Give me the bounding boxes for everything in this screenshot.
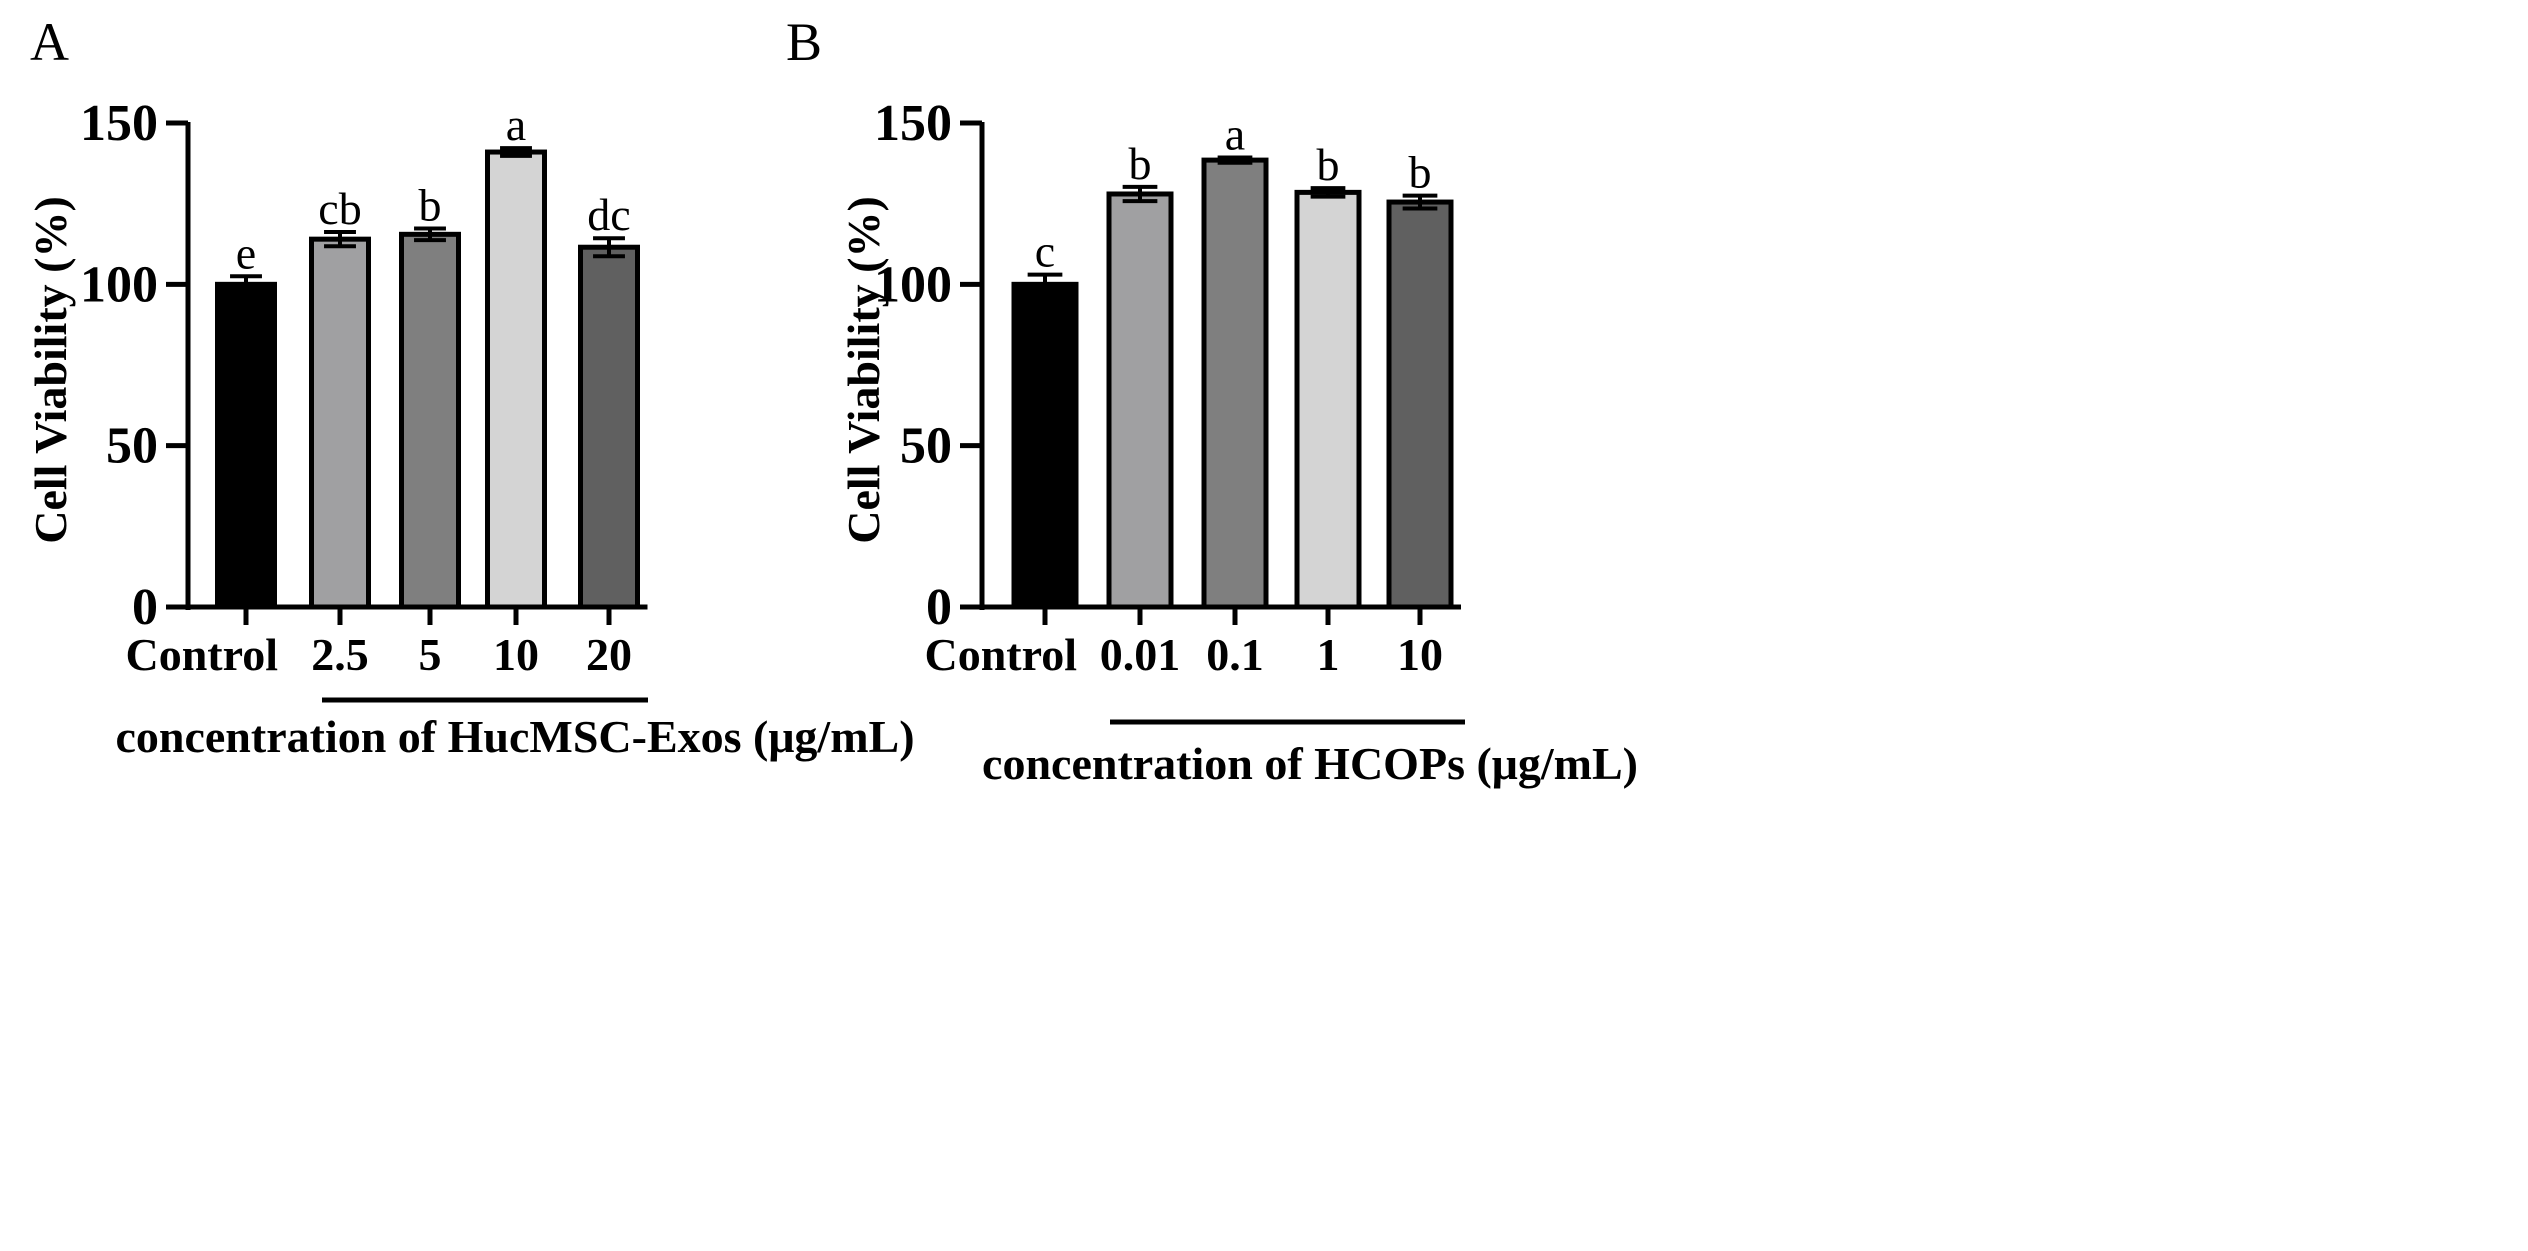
x-axis-title: concentration of HucMSC-Exos (μg/mL) — [115, 711, 914, 762]
y-axis-title: Cell Viability (%) — [25, 196, 76, 544]
x-tick-label: 5 — [419, 629, 442, 680]
x-tick-label: Control — [126, 629, 279, 680]
y-tick-label: 100 — [874, 256, 952, 313]
x-tick-label: 20 — [586, 629, 632, 680]
y-tick-label: 100 — [80, 256, 158, 313]
bar — [215, 281, 277, 610]
significance-label: cb — [318, 183, 361, 234]
y-axis-title: Cell Viability (%) — [838, 196, 889, 544]
x-tick-label: Control — [925, 629, 1078, 680]
bar — [399, 231, 461, 610]
significance-label: b — [1409, 147, 1432, 198]
significance-label: b — [1129, 138, 1152, 189]
bar — [309, 236, 371, 610]
significance-label: c — [1035, 226, 1055, 277]
y-tick-label: 150 — [874, 95, 952, 152]
bar — [485, 149, 547, 610]
significance-label: dc — [587, 189, 630, 240]
y-tick-label: 0 — [926, 579, 952, 636]
bar — [1294, 189, 1362, 610]
y-tick-label: 0 — [132, 579, 158, 636]
y-tick-label: 50 — [900, 418, 952, 475]
bar — [1011, 281, 1079, 610]
x-tick-label: 0.1 — [1206, 629, 1264, 680]
significance-label: a — [506, 99, 526, 150]
x-tick-label: 10 — [1397, 629, 1443, 680]
bar — [1201, 157, 1269, 610]
chart-panel-b: B 0 50 100 150 Cell Viability (%) c Control b 0.0… — [786, 12, 1638, 789]
x-axis-title: concentration of HCOPs (μg/mL) — [982, 738, 1638, 789]
significance-label: e — [236, 227, 256, 278]
significance-label: b — [1317, 139, 1340, 190]
panel-letter: A — [30, 12, 69, 72]
bar — [578, 244, 640, 610]
panel-letter: B — [786, 12, 822, 72]
x-tick-label: 0.01 — [1100, 629, 1181, 680]
x-tick-label: 1 — [1317, 629, 1340, 680]
significance-label: b — [419, 180, 442, 231]
y-tick-label: 150 — [80, 95, 158, 152]
x-tick-label: 2.5 — [311, 629, 369, 680]
bar — [1386, 199, 1454, 610]
significance-label: a — [1225, 109, 1245, 160]
bar — [1106, 191, 1174, 610]
y-tick-label: 50 — [106, 418, 158, 475]
x-tick-label: 10 — [493, 629, 539, 680]
